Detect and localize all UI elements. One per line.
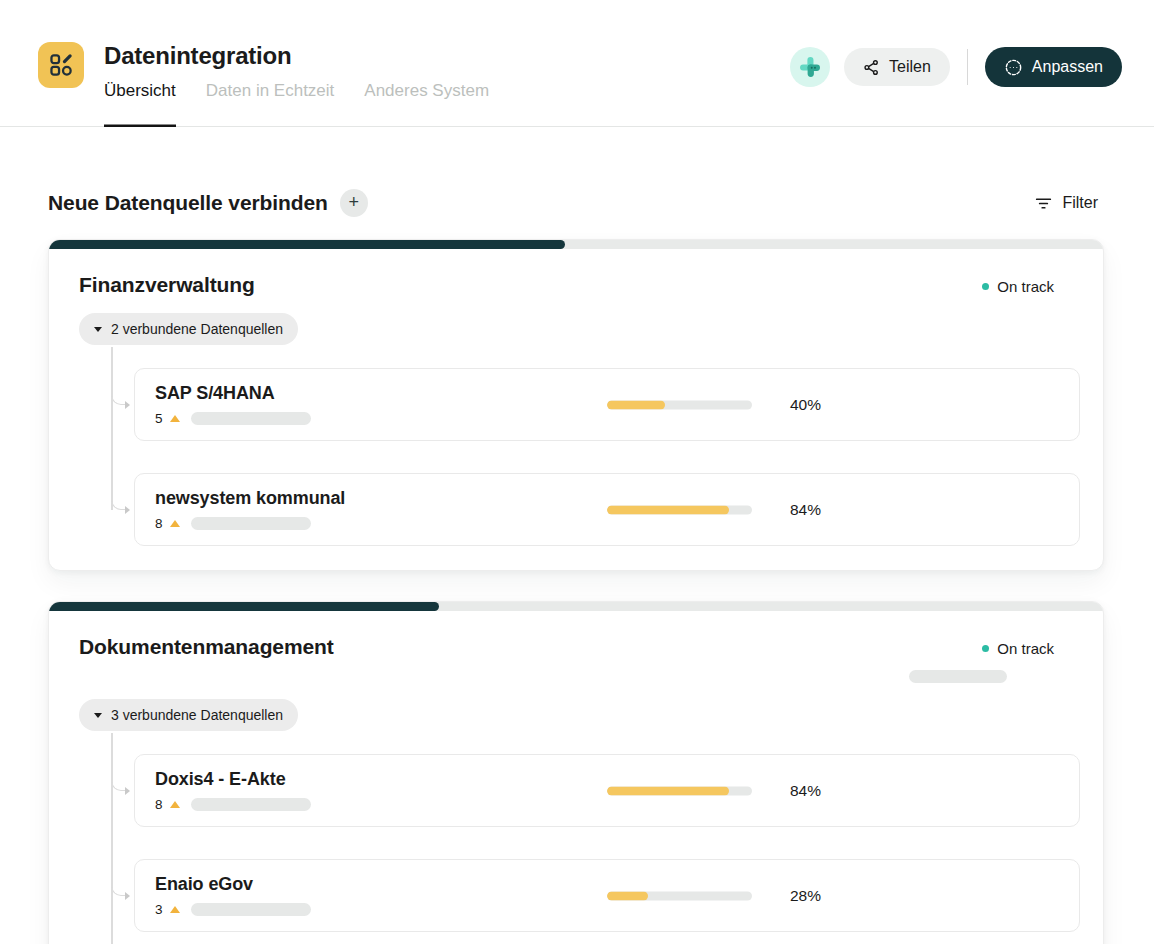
sources-chip-label: 2 verbundene Datenquellen xyxy=(111,321,283,337)
warning-triangle-icon xyxy=(170,415,180,422)
tree-elbow xyxy=(111,495,126,510)
datasource-rows: Doxis4 - E-Akte 8 84% xyxy=(134,754,1080,944)
add-collaborator-button[interactable] xyxy=(790,47,830,87)
datasource-count: 5 xyxy=(155,411,163,426)
plus-cursor-icon xyxy=(797,54,823,80)
card-progress-fill xyxy=(49,240,565,249)
share-icon xyxy=(863,59,880,76)
meta-skeleton xyxy=(191,798,311,811)
sources-chip-label: 3 verbundene Datenquellen xyxy=(111,707,283,723)
card-progress-track xyxy=(49,240,1103,249)
tab-daten-in-echtzeit[interactable]: Daten in Echtzeit xyxy=(206,81,335,127)
row-percent-label: 28% xyxy=(790,887,821,905)
caret-down-icon xyxy=(94,713,102,718)
datasource-row-doxis[interactable]: Doxis4 - E-Akte 8 84% xyxy=(134,754,1080,827)
datasource-count: 8 xyxy=(155,797,163,812)
row-progress-fill xyxy=(607,891,648,900)
tree-connector-line xyxy=(111,347,113,510)
filter-button[interactable]: Filter xyxy=(1029,193,1104,213)
tab-bar: Übersicht Daten in Echtzeit Anderes Syst… xyxy=(104,81,489,127)
row-progress-track xyxy=(607,891,752,900)
status-skeleton xyxy=(909,670,1007,683)
tree-elbow xyxy=(111,390,126,405)
card-title: Dokumentenmanagement xyxy=(79,635,334,659)
row-percent-label: 84% xyxy=(790,782,821,800)
row-percent-label: 40% xyxy=(790,396,821,414)
status-label: On track xyxy=(997,640,1054,657)
header-divider xyxy=(967,49,968,85)
tab-anderes-system[interactable]: Anderes System xyxy=(364,81,489,127)
sources-chip[interactable]: 3 verbundene Datenquellen xyxy=(79,699,298,731)
card-progress-fill xyxy=(49,602,439,611)
main-content: Neue Datenquelle verbinden + Filter Fina… xyxy=(0,189,1154,944)
datasource-rows: SAP S/4HANA 5 40% xyxy=(134,368,1080,546)
app-header: Datenintegration Übersicht Daten in Echt… xyxy=(0,0,1154,127)
warning-triangle-icon xyxy=(170,801,180,808)
title-block: Datenintegration Übersicht Daten in Echt… xyxy=(104,42,489,126)
row-percent-label: 84% xyxy=(790,501,821,519)
tree-arrow-icon xyxy=(125,892,130,900)
row-progress-track xyxy=(607,400,752,409)
meta-skeleton xyxy=(191,903,311,916)
caret-down-icon xyxy=(94,327,102,332)
warning-triangle-icon xyxy=(170,906,180,913)
filter-icon xyxy=(1035,196,1052,211)
datasource-count: 3 xyxy=(155,902,163,917)
meta-skeleton xyxy=(191,412,311,425)
warning-triangle-icon xyxy=(170,520,180,527)
app-logo-icon xyxy=(38,42,84,88)
datasource-count: 8 xyxy=(155,516,163,531)
row-progress-fill xyxy=(607,505,729,514)
sources-chip[interactable]: 2 verbundene Datenquellen xyxy=(79,313,298,345)
status-dot xyxy=(982,283,989,290)
datasource-row-enaio[interactable]: Enaio eGov 3 28% xyxy=(134,859,1080,932)
customize-button[interactable]: Anpassen xyxy=(985,47,1122,87)
tree-elbow xyxy=(111,776,126,791)
project-card-finanzverwaltung: Finanzverwaltung On track 2 verbundene D… xyxy=(48,239,1104,571)
row-progress-fill xyxy=(607,786,729,795)
tree-arrow-icon xyxy=(125,506,130,514)
tree-elbow xyxy=(111,881,126,896)
tree-arrow-icon xyxy=(125,787,130,795)
row-progress-fill xyxy=(607,400,665,409)
tree-connector-line xyxy=(111,733,113,944)
tree-arrow-icon xyxy=(125,401,130,409)
meta-skeleton xyxy=(191,517,311,530)
card-title: Finanzverwaltung xyxy=(79,273,255,297)
tab-uebersicht[interactable]: Übersicht xyxy=(104,81,176,127)
page-title: Datenintegration xyxy=(104,42,489,71)
add-datasource-button[interactable]: + xyxy=(340,189,368,217)
status-badge: On track xyxy=(982,640,1054,657)
filter-label: Filter xyxy=(1062,194,1098,212)
circle-ellipsis-icon xyxy=(1004,58,1023,77)
share-button[interactable]: Teilen xyxy=(844,48,950,86)
row-progress-track xyxy=(607,786,752,795)
datasource-row-sap[interactable]: SAP S/4HANA 5 40% xyxy=(134,368,1080,441)
customize-label: Anpassen xyxy=(1032,58,1103,76)
section-head: Neue Datenquelle verbinden + Filter xyxy=(48,189,1104,217)
card-progress-track xyxy=(49,602,1103,611)
datasource-row-newsystem[interactable]: newsystem kommunal 8 84% xyxy=(134,473,1080,546)
project-card-dokumentenmanagement: Dokumentenmanagement On track 3 verbunde… xyxy=(48,601,1104,944)
header-actions: Teilen Anpassen xyxy=(790,47,1122,87)
row-progress-track xyxy=(607,505,752,514)
status-dot xyxy=(982,645,989,652)
status-label: On track xyxy=(997,278,1054,295)
share-label: Teilen xyxy=(889,58,931,76)
status-badge: On track xyxy=(982,278,1054,295)
section-title: Neue Datenquelle verbinden xyxy=(48,191,328,215)
